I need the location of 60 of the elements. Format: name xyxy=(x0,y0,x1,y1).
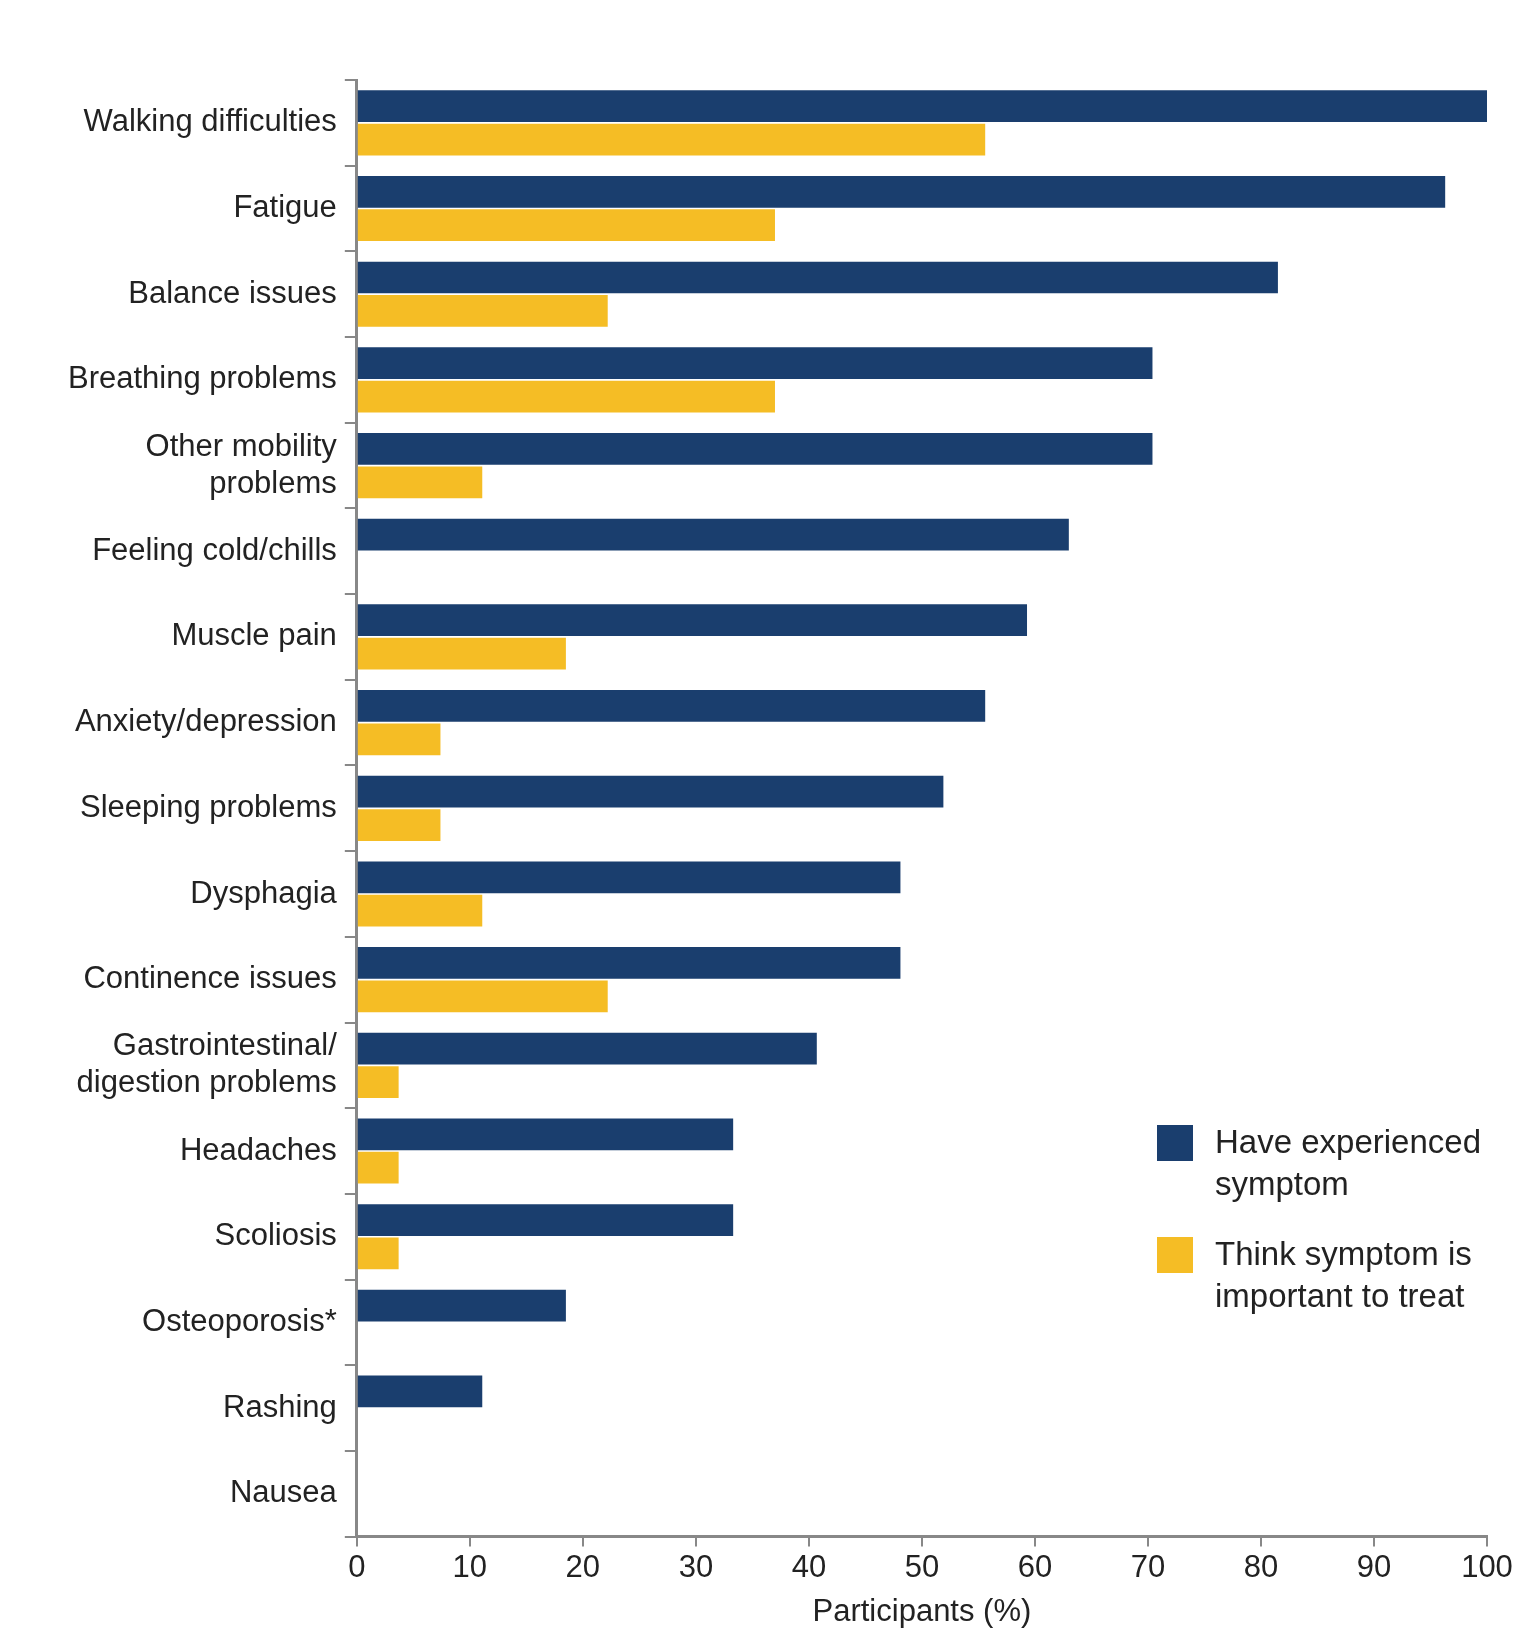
bar xyxy=(357,1151,399,1184)
bar xyxy=(357,1375,483,1408)
x-tick-label: 0 xyxy=(348,1548,366,1584)
y-tick-label: Fatigue xyxy=(233,189,337,225)
x-tick-label: 80 xyxy=(1243,1548,1279,1584)
y-tick-label: Headaches xyxy=(179,1131,337,1167)
bar xyxy=(357,1032,817,1065)
y-tick-label: Sleeping problems xyxy=(80,788,337,824)
legend-label: Have experienced symptom xyxy=(1215,1122,1482,1204)
y-tick-label: Gastrointestinal/digestion problems xyxy=(76,1027,338,1100)
bar xyxy=(357,1118,734,1151)
bar xyxy=(357,1204,734,1236)
legend-label: Think symptom is important to treat xyxy=(1215,1234,1473,1316)
y-tick-label: Balance issues xyxy=(128,274,337,310)
x-tick-label: 50 xyxy=(904,1548,940,1584)
y-tick-label: Muscle pain xyxy=(171,617,337,653)
bar xyxy=(357,809,441,841)
bar xyxy=(357,1066,399,1098)
y-tick-label: Osteoporosis* xyxy=(142,1302,337,1338)
x-tick-label: 10 xyxy=(452,1548,488,1584)
bar xyxy=(357,947,901,979)
bar xyxy=(357,690,986,722)
bar xyxy=(357,123,986,156)
y-tick-label: Rashing xyxy=(223,1388,337,1424)
x-tick-label: 20 xyxy=(565,1548,601,1584)
y-tick-label: Dysphagia xyxy=(190,874,338,910)
y-tick-label: Scoliosis xyxy=(214,1217,337,1253)
x-tick-label: 90 xyxy=(1356,1548,1392,1584)
x-tick-label: 70 xyxy=(1130,1548,1166,1584)
bar xyxy=(357,466,483,499)
bar xyxy=(357,604,1028,637)
bar xyxy=(357,723,441,756)
y-tick-label: Walking difficulties xyxy=(83,103,337,139)
bar xyxy=(357,775,944,808)
x-tick-label: 100 xyxy=(1461,1548,1513,1584)
bar xyxy=(357,518,1069,551)
bar xyxy=(357,432,1153,465)
bar xyxy=(357,261,1278,294)
x-tick-label: 30 xyxy=(678,1548,714,1584)
y-tick-label: Feeling cold/chills xyxy=(92,531,337,567)
bar xyxy=(357,980,608,1013)
bar xyxy=(357,347,1153,380)
x-tick-label: 40 xyxy=(791,1548,827,1584)
x-tick-label: 60 xyxy=(1017,1548,1053,1584)
y-tick-label: Anxiety/depression xyxy=(74,703,337,739)
bar xyxy=(357,1289,566,1322)
x-axis-title: Participants (%) xyxy=(812,1592,1032,1628)
bar xyxy=(357,380,775,413)
bar xyxy=(357,295,608,327)
y-tick-label: Continence issues xyxy=(83,960,337,996)
bar xyxy=(357,637,566,670)
bar xyxy=(357,175,1446,208)
y-tick-label: Breathing problems xyxy=(67,360,337,396)
bar xyxy=(357,1237,399,1270)
bar xyxy=(357,90,1487,123)
y-tick-label: Nausea xyxy=(229,1474,338,1510)
bar xyxy=(357,861,901,894)
y-tick-label: Other mobility problems xyxy=(145,427,338,500)
bar xyxy=(357,894,483,927)
bar xyxy=(357,209,775,242)
